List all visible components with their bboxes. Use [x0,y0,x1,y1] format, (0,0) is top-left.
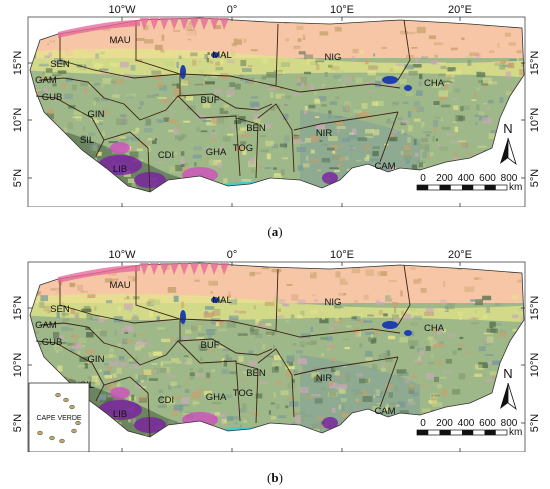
scale-tick-label: 400 [458,418,475,429]
north-arrow-label: N [503,366,512,381]
latitude-label-left: 5°N [12,169,24,188]
longitude-label-top: 10°E [330,4,354,16]
country-label-tog: TOG [233,388,253,399]
longitude-label-top: 10°W [108,4,136,16]
latitude-label-right: 10°N [529,353,541,378]
country-label-sil: SIL [80,135,94,146]
latitude-label-right: 10°N [529,108,541,133]
longitude-label-bottom: 10°W [110,206,138,207]
scale-tick-label: 200 [436,418,453,429]
country-label-mau: MAU [109,35,130,46]
country-label-lib: LIB [113,164,127,175]
country-label-cha: CHA [424,323,445,334]
scale-tick-label: 400 [458,173,475,184]
longitude-label-top: 20°E [448,4,472,16]
country-label-mal: MAL [212,295,232,306]
country-label-buf: BUF [201,95,220,106]
map-panel-a: 10°W 0° 10°E 20°E 10°W 0° 10°E 20°E 15°N 10°N 5°N 1… [0,0,550,218]
latitude-label-right: 15°N [529,296,541,321]
country-label-lib: LIB [113,409,127,420]
north-edge-streaks [58,18,229,38]
latitude-label-left: 15°N [12,296,24,321]
longitude-label-bottom: 20°E [450,206,474,207]
country-label-gam: GAM [35,320,57,331]
longitude-label-top: 10°W [108,249,136,261]
latitude-label-left: 10°N [12,108,24,133]
latitude-label-left: 10°N [12,353,24,378]
longitude-label-bottom: 0° [229,206,240,207]
country-label-cdi: CDI [158,150,174,161]
scale-tick-label: 0 [420,173,426,184]
coastline [29,262,525,438]
longitude-label-bottom: 20°E [450,451,474,452]
longitude-label-top: 0° [227,249,238,261]
country-borders [35,264,411,438]
country-label-cdi: CDI [158,395,174,406]
inset-label: CAPE VERDE [36,415,81,422]
scale-tick-label: 0 [420,418,426,429]
north-arrow-label: N [503,121,512,136]
north-edge-streaks [58,263,229,283]
scale-tick-label: 600 [479,173,496,184]
country-label-nir: NIR [316,373,333,384]
country-label-sen: SEN [50,304,70,315]
scale-tick-label: 200 [436,173,453,184]
scale-unit: km [509,182,522,193]
country-label-nig: NIG [325,297,342,308]
country-label-gin: GIN [88,354,105,365]
country-label-sen: SEN [50,59,70,70]
country-label-mau: MAU [109,280,130,291]
longitude-label-bottom: 10°E [332,206,356,207]
country-label-nig: NIG [325,52,342,63]
country-label-ben: BEN [246,368,266,379]
caption-b: (b) [267,470,283,485]
country-label-gin: GIN [88,109,105,120]
longitude-label-top: 10°E [330,249,354,261]
latitude-label-right: 5°N [529,169,541,188]
country-label-cam: CAM [374,161,395,172]
longitude-label-top: 20°E [448,249,472,261]
latitude-label-left: 5°N [12,414,24,433]
graticule-ticks [28,17,525,207]
country-borders [35,19,411,193]
country-label-gub: GUB [42,92,63,103]
country-label-tog: TOG [233,143,253,154]
scale-tick-label: 800 [501,418,518,429]
longitude-label-bottom: 10°W [110,451,138,452]
latitude-label-right: 5°N [529,414,541,433]
longitude-label-bottom: 0° [229,451,240,452]
coastline [29,17,525,193]
map-panel-b: 10°W 0° 10°E 20°E 10°W 0° 10°E 20°E 15°N 10°N 5°N 1… [0,245,550,463]
country-label-gam: GAM [35,75,57,86]
country-label-mal: MAL [212,50,232,61]
country-label-buf: BUF [201,340,220,351]
graticule-ticks [28,262,525,452]
cape-verde-inset: CAPE VERDE [28,382,90,453]
country-label-gha: GHA [206,147,227,158]
scale-unit: km [509,427,522,438]
country-label-gub: GUB [42,337,63,348]
longitude-label-bottom: 10°E [332,451,356,452]
country-label-nir: NIR [316,128,333,139]
country-label-gha: GHA [206,392,227,403]
caption-a: (a) [267,224,283,239]
country-label-ben: BEN [246,123,266,134]
north-arrow: N [500,121,517,166]
scale-tick-label: 800 [501,173,518,184]
scale-tick-label: 600 [479,418,496,429]
longitude-label-top: 0° [227,4,238,16]
north-arrow: N [500,366,517,411]
latitude-label-right: 15°N [529,51,541,76]
country-label-cam: CAM [374,406,395,417]
country-label-cha: CHA [424,78,445,89]
latitude-label-left: 15°N [12,51,24,76]
